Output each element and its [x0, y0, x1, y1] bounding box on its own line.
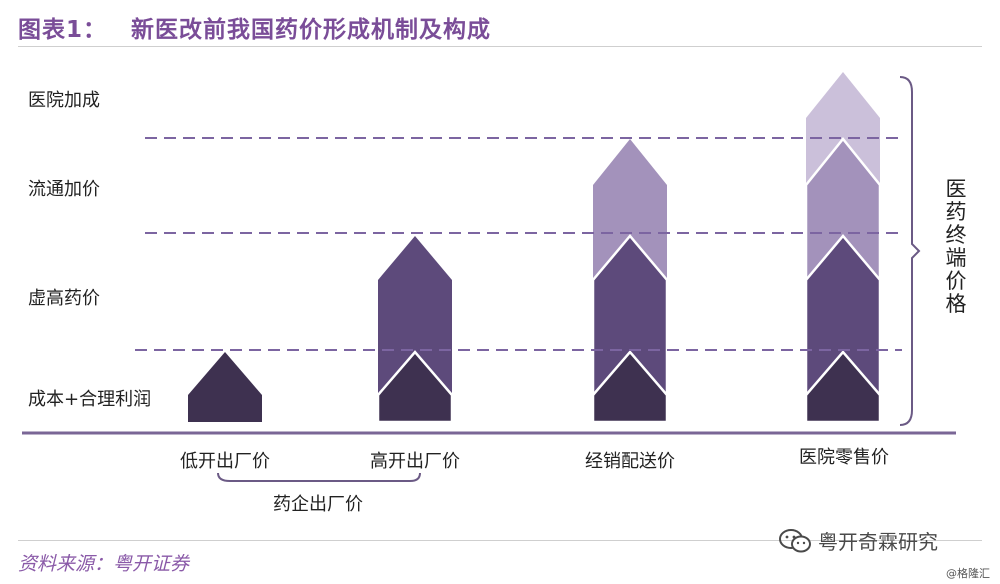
factory-price-group-bracket [217, 472, 421, 482]
x-label-low-factory: 低开出厂价 [180, 451, 270, 472]
layer-label-cost: 成本+合理利润 [28, 389, 152, 410]
watermark: 粤开奇霖研究 [778, 526, 938, 555]
group-label-factory-price: 药企出厂价 [273, 494, 363, 515]
wechat-icon [779, 528, 811, 552]
layer-label-circulation: 流通加价 [28, 179, 100, 200]
title-divider [18, 46, 982, 47]
source-note: 资料来源：粤开证券 [18, 553, 190, 575]
layer-label-inflated: 虚高药价 [28, 288, 100, 309]
stack-hospital-retail-cost [804, 350, 882, 424]
figure-number: 图表1： [18, 17, 108, 43]
stack-low-factory-cost [188, 352, 262, 422]
x-label-distributor: 经销配送价 [585, 451, 675, 472]
x-label-high-factory: 高开出厂价 [370, 451, 460, 472]
terminal-price-label: 医药终端价格 [945, 177, 967, 316]
figure-title-text: 新医改前我国药价形成机制及构成 [131, 17, 492, 43]
layer-label-hospital: 医院加成 [28, 90, 100, 111]
figure-title: 图表1： 新医改前我国药价形成机制及构成 [18, 10, 491, 44]
stack-distributor-cost [591, 350, 669, 424]
footer-divider [18, 540, 982, 541]
x-label-hospital-retail: 医院零售价 [799, 447, 889, 468]
stack-high-factory-cost [376, 350, 454, 424]
watermark-text: 粤开奇霖研究 [818, 530, 938, 554]
credit-text: @格隆汇 [946, 567, 990, 580]
terminal-price-bracket [899, 76, 921, 426]
price-stacks [188, 72, 882, 424]
